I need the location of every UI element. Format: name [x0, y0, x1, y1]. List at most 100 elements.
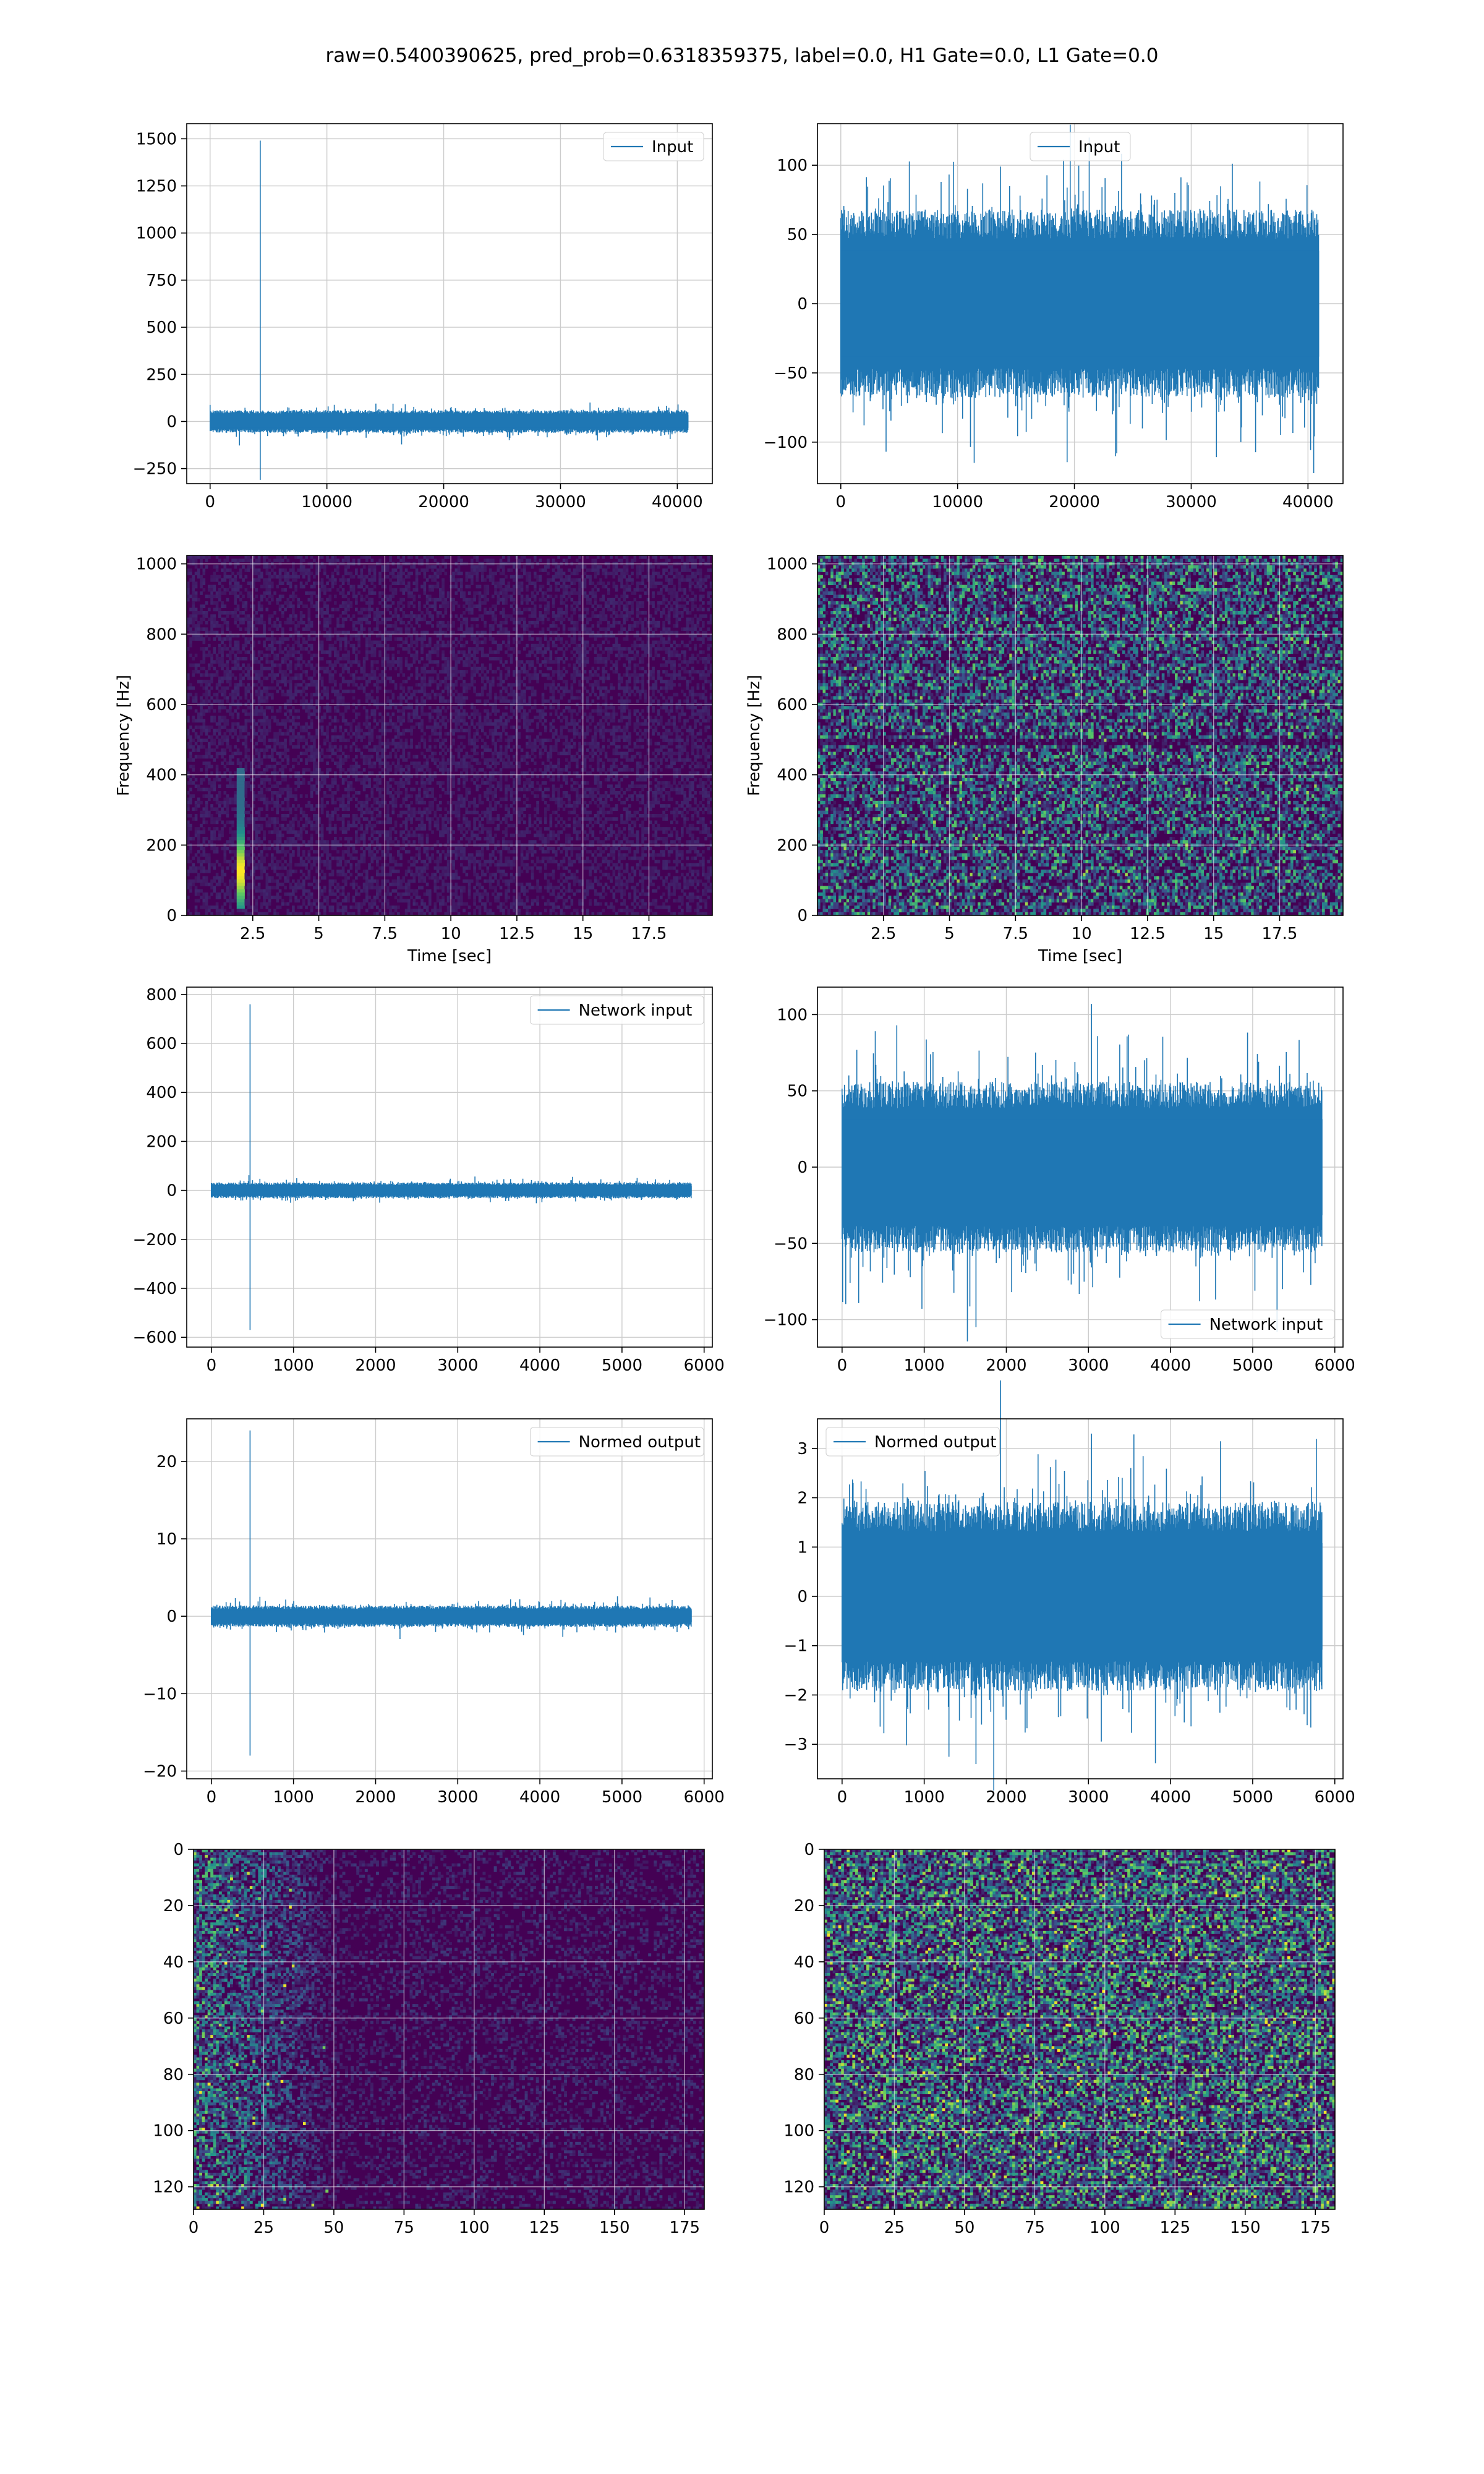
- y-tick-label: 500: [146, 319, 177, 337]
- chart-svg: 0 1000 2000 3000 4000 5000 6000 −3 −2 −1 0 1 2 3 Norme…: [784, 1380, 1355, 1807]
- x-tick-label: 0: [207, 1788, 217, 1807]
- x-tick-label: 3000: [437, 1788, 478, 1807]
- x-tick-label: 2000: [986, 1356, 1026, 1375]
- legend-label: Input: [652, 138, 693, 156]
- y-axis-label: Frequency [Hz]: [114, 675, 133, 796]
- x-axis-label: Time [sec]: [1038, 947, 1122, 965]
- x-tick-label: 2000: [355, 1356, 396, 1375]
- x-tick-label: 175: [1300, 2219, 1331, 2237]
- legend-label: Normed output: [579, 1433, 701, 1452]
- legend-label: Network input: [579, 1001, 693, 1020]
- x-tick-label: 2.5: [871, 925, 896, 943]
- x-tick-label: 5: [944, 925, 955, 943]
- y-tick-label: −3: [784, 1736, 808, 1754]
- y-tick-label: −200: [133, 1231, 177, 1249]
- chart-svg: 0 1000 2000 3000 4000 5000 6000 −100 −50 0 50 100 Ne…: [764, 987, 1355, 1375]
- y-axis-label: Frequency [Hz]: [745, 675, 764, 796]
- y-tick-label: 40: [163, 1953, 184, 1972]
- h1-normed-output-chart: 0 1000 2000 3000 4000 5000 6000 −20 −10 0 10 20 Norm…: [88, 1400, 737, 1847]
- y-tick-label: 1000: [767, 555, 808, 574]
- axes-frame: [186, 1418, 713, 1779]
- y-tick-label: 120: [783, 2178, 814, 2197]
- x-tick-label: 1000: [273, 1788, 314, 1807]
- x-tick-label: 20000: [1049, 493, 1100, 511]
- y-tick-label: 800: [777, 625, 808, 644]
- x-tick-label: 5: [313, 925, 324, 943]
- y-tick-label: −50: [774, 364, 808, 383]
- y-tick-label: −50: [774, 1235, 808, 1253]
- y-tick-label: 60: [163, 2010, 184, 2028]
- legend: Normed output: [825, 1427, 1000, 1457]
- x-tick-label: 12.5: [499, 925, 535, 943]
- series-core-band: [842, 1543, 1323, 1650]
- y-tick-label: 0: [804, 1841, 814, 1859]
- y-tick-label: 10: [156, 1530, 177, 1549]
- legend: Network input: [530, 995, 704, 1025]
- y-tick-label: 750: [146, 272, 177, 290]
- x-tick-label: 15: [573, 925, 593, 943]
- h1-spectrogram: 2.5 5 7.5 10 12.5 15 17.5 0 200 400 600 800 1000 Time…: [88, 537, 737, 983]
- y-tick-label: 50: [787, 1082, 808, 1101]
- axes-frame: [824, 1849, 1336, 2210]
- y-tick-label: 40: [794, 1953, 814, 1972]
- y-tick-label: 400: [146, 1084, 177, 1102]
- x-tick-label: 1000: [904, 1788, 945, 1807]
- y-tick-label: −2: [784, 1686, 808, 1705]
- y-tick-label: 1000: [136, 225, 177, 243]
- x-tick-label: 6000: [684, 1356, 725, 1375]
- y-tick-label: 0: [166, 413, 177, 431]
- x-tick-label: 5000: [1232, 1788, 1273, 1807]
- chart-svg: 2.5 5 7.5 10 12.5 15 17.5 0 200 400 600 800 1000 Time…: [114, 555, 713, 965]
- l1-normed-output-chart: 0 1000 2000 3000 4000 5000 6000 −3 −2 −1 0 1 2 3 Norme…: [719, 1380, 1368, 1847]
- y-tick-label: 0: [797, 295, 808, 314]
- y-tick-label: 0: [797, 907, 808, 925]
- y-tick-label: −100: [764, 434, 808, 452]
- x-tick-label: 5000: [1232, 1356, 1273, 1375]
- chart-svg: 0 1000 2000 3000 4000 5000 6000 −20 −10 0 10 20 Norm…: [143, 1418, 725, 1807]
- x-tick-label: 0: [207, 1356, 217, 1375]
- x-tick-label: 100: [459, 2219, 490, 2237]
- x-tick-label: 0: [205, 493, 216, 511]
- chart-svg: 0 25 50 75 100 125 150 175 0 20 40 60 80 100 120: [783, 1841, 1336, 2237]
- x-tick-label: 0: [819, 2219, 830, 2237]
- x-tick-label: 17.5: [631, 925, 667, 943]
- legend-label: Normed output: [874, 1433, 996, 1452]
- axes-frame: [186, 987, 713, 1348]
- l1-spectrogram: 2.5 5 7.5 10 12.5 15 17.5 0 200 400 600 800 1000 Time…: [719, 537, 1368, 983]
- y-tick-label: 250: [146, 366, 177, 384]
- y-tick-label: 400: [777, 766, 808, 785]
- x-tick-label: 30000: [1166, 493, 1217, 511]
- y-tick-label: 3: [797, 1440, 808, 1458]
- chart-svg: 0 25 50 75 100 125 150 175 0 20 40 60 80 100 120: [153, 1841, 705, 2237]
- y-tick-label: 0: [173, 1841, 184, 1859]
- y-tick-label: 80: [163, 2066, 184, 2084]
- heatmap-cells: [817, 555, 1344, 916]
- x-tick-label: 10: [1072, 925, 1092, 943]
- x-tick-label: 2000: [986, 1788, 1026, 1807]
- y-tick-label: 600: [146, 1035, 177, 1053]
- x-tick-label: 40000: [1282, 493, 1334, 511]
- y-tick-label: 20: [156, 1453, 177, 1471]
- y-tick-label: 0: [166, 1182, 177, 1201]
- y-tick-label: −100: [764, 1311, 808, 1330]
- x-tick-label: 125: [1159, 2219, 1190, 2237]
- heatmap-cells: [187, 555, 713, 916]
- x-tick-label: 12.5: [1130, 925, 1166, 943]
- h1-network-image: 0 25 50 75 100 125 150 175 0 20 40 60 80 100 120: [95, 1831, 729, 2277]
- l1-network-image: 0 25 50 75 100 125 150 175 0 20 40 60 80 100 120: [725, 1831, 1360, 2277]
- x-tick-label: 175: [669, 2219, 700, 2237]
- legend: Network input: [1161, 1309, 1335, 1339]
- y-tick-label: 60: [794, 2010, 814, 2028]
- x-tick-label: 7.5: [372, 925, 398, 943]
- y-tick-label: 100: [783, 2122, 814, 2141]
- series-core-band: [211, 1610, 692, 1622]
- x-tick-label: 0: [836, 493, 846, 511]
- heatmap-cells: [824, 1849, 1336, 2210]
- y-tick-label: 400: [146, 766, 177, 785]
- y-tick-label: 0: [797, 1588, 808, 1606]
- x-tick-label: 2.5: [240, 925, 265, 943]
- y-tick-label: 100: [777, 156, 808, 175]
- y-tick-label: 0: [166, 907, 177, 925]
- x-tick-label: 75: [394, 2219, 414, 2237]
- x-tick-label: 15: [1203, 925, 1224, 943]
